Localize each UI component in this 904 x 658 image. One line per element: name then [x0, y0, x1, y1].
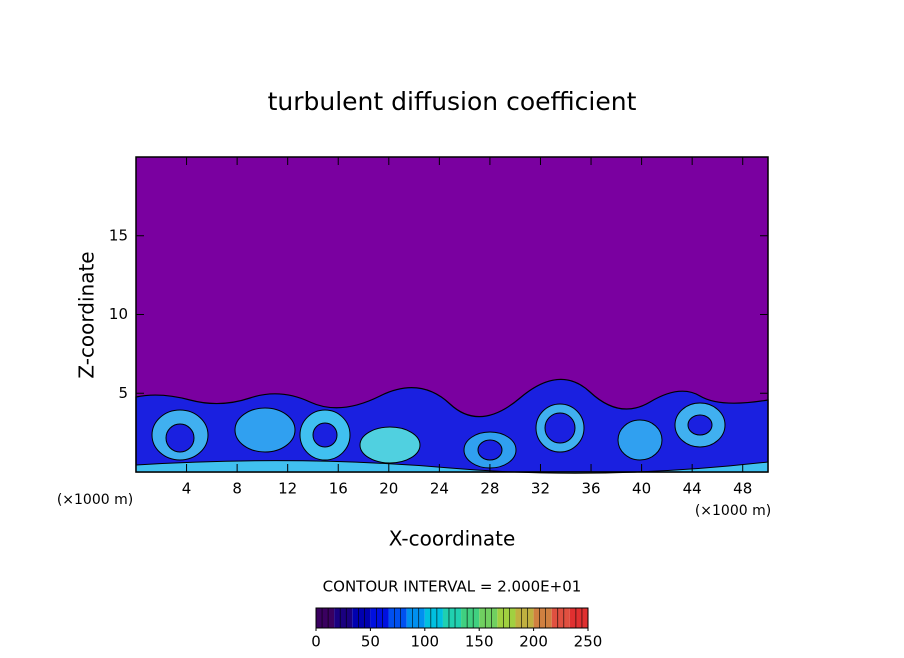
y-tick-label: 5 — [118, 384, 128, 402]
x-tick-label: 12 — [278, 480, 297, 498]
y-tick-label: 10 — [109, 305, 128, 323]
x-tick-label: 4 — [182, 480, 192, 498]
contour-interval: CONTOUR INTERVAL = 2.000E+01 — [323, 578, 582, 596]
x-tick-label: 32 — [531, 480, 550, 498]
chart-title: turbulent diffusion coefficient — [268, 87, 637, 116]
x-axis-label: X-coordinate — [389, 527, 516, 551]
colorbar-swatch — [533, 608, 552, 628]
x-tick-label: 8 — [232, 480, 242, 498]
colorbar-swatch — [352, 608, 371, 628]
x-tick-label: 40 — [632, 480, 651, 498]
colorbar-swatch — [316, 608, 335, 628]
colorbar-swatch — [424, 608, 443, 628]
x-tick-label: 24 — [430, 480, 449, 498]
colorbar-swatch — [497, 608, 516, 628]
turbulent-layer — [135, 378, 769, 474]
x-tick-label: 16 — [329, 480, 348, 498]
colorbar-tick-label: 50 — [361, 633, 380, 651]
x-tick-label: 48 — [733, 480, 752, 498]
colorbar-swatch — [515, 608, 534, 628]
colorbar-tick-label: 200 — [519, 633, 548, 651]
colorbar-tick-label: 150 — [465, 633, 494, 651]
colorbar-frame — [315, 607, 589, 629]
colorbar-swatch — [479, 608, 498, 628]
colorbar-swatch — [551, 608, 570, 628]
x-unit: (×1000 m) — [57, 492, 133, 508]
y-axis-label: Z-coordinate — [75, 251, 99, 378]
y-tick-label: 15 — [109, 226, 128, 244]
colorbar-swatch — [370, 608, 389, 628]
colorbar-tick-label: 0 — [311, 633, 321, 651]
x-tick-label: 44 — [683, 480, 702, 498]
colorbar-swatch — [406, 608, 425, 628]
colorbar-tick-label: 250 — [574, 633, 603, 651]
colorbar-swatch — [334, 608, 353, 628]
colorbar-swatch — [442, 608, 462, 628]
colorbar-tick-label: 100 — [410, 633, 439, 651]
y-unit: (×1000 m) — [695, 503, 771, 519]
colorbar-swatch — [461, 608, 480, 628]
colorbar-swatch — [569, 608, 588, 628]
x-tick-label: 20 — [379, 480, 398, 498]
colorbar-swatch — [388, 608, 407, 628]
x-tick-label: 36 — [581, 480, 600, 498]
x-tick-label: 28 — [480, 480, 499, 498]
